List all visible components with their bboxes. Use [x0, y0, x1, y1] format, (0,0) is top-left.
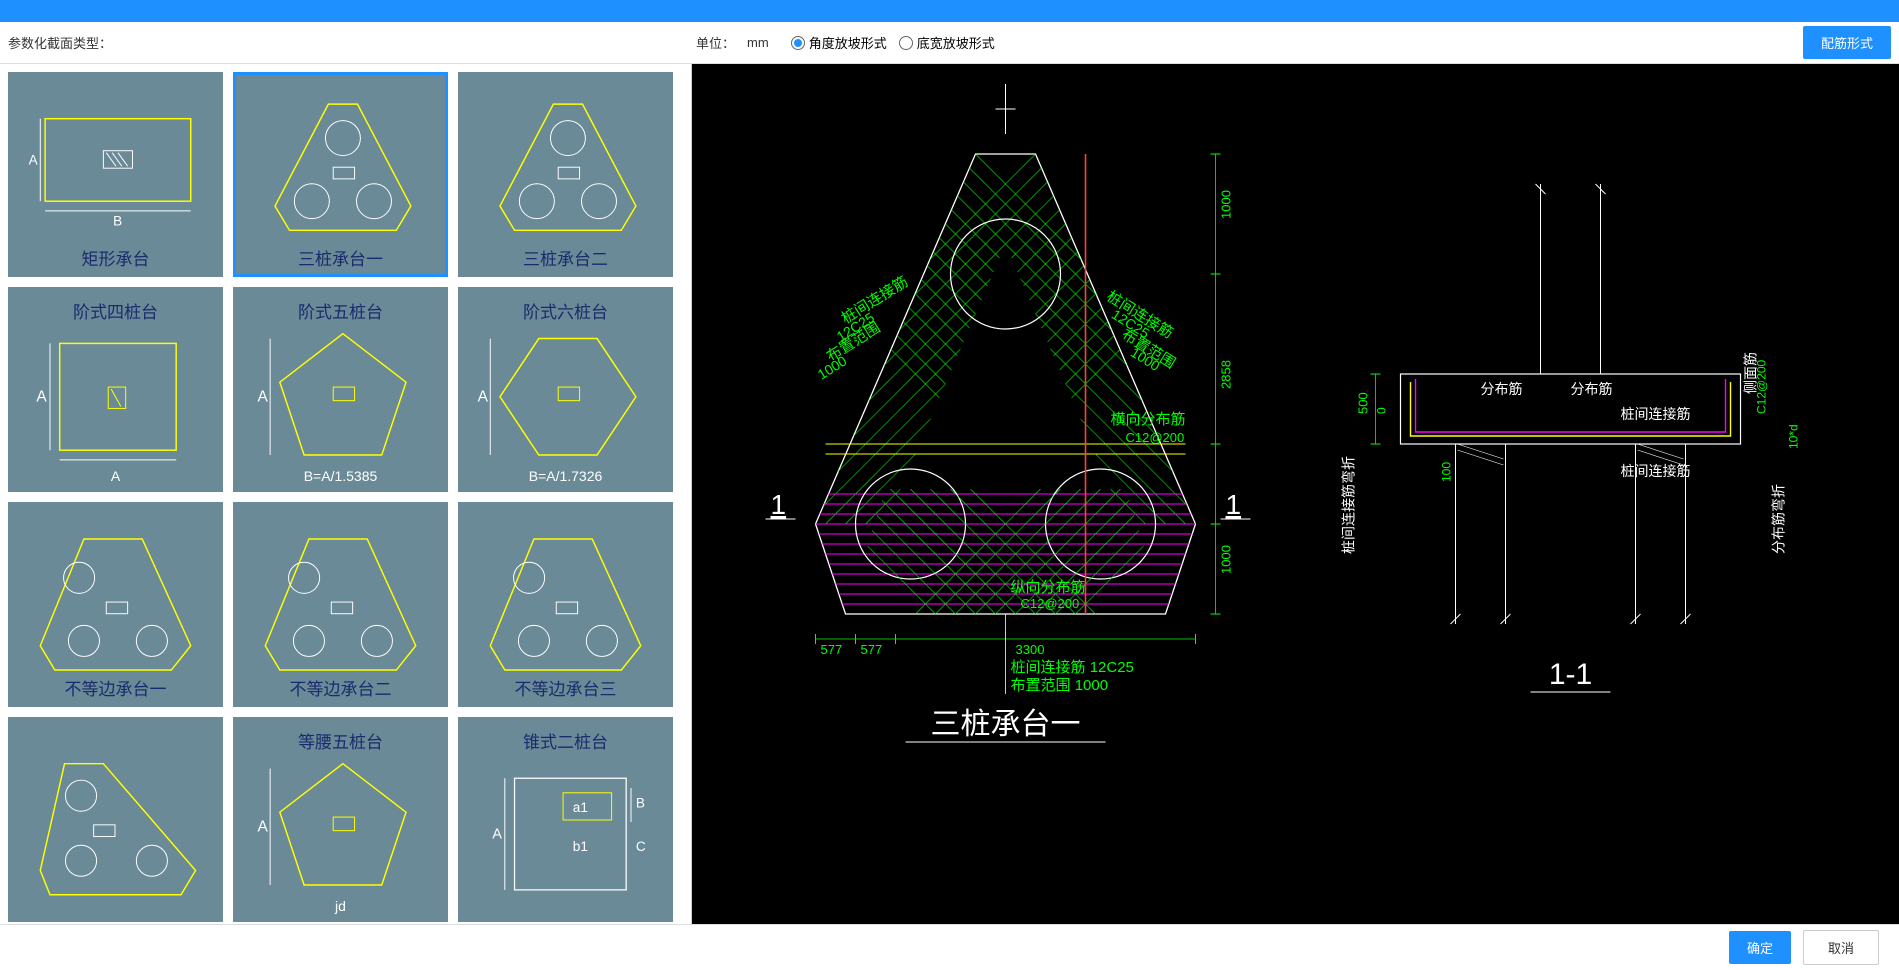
rebar-form-button[interactable]: 配筋形式: [1803, 26, 1891, 59]
svg-text:a1: a1: [573, 800, 588, 815]
section-type-label: 参数化截面类型：: [8, 33, 112, 52]
thumb-title: 三桩承台二: [523, 245, 608, 270]
svg-text:577: 577: [861, 642, 883, 657]
svg-text:桩间连接筋: 桩间连接筋: [1621, 406, 1691, 422]
svg-text:桩间连接筋: 桩间连接筋: [1621, 463, 1691, 479]
thumb-title: 阶式四桩台: [73, 298, 158, 323]
svg-text:A: A: [36, 389, 47, 406]
radio-icon: [899, 36, 913, 50]
thumb-title: 锥式二桩台: [523, 728, 608, 753]
svg-text:b1: b1: [573, 839, 588, 854]
radio-slope-angle-label: 角度放坡形式: [809, 33, 887, 52]
svg-text:三桩承台一: 三桩承台一: [931, 708, 1081, 741]
thumbnail-step-5[interactable]: A 阶式五桩台 B=A/1.5385: [233, 287, 448, 492]
svg-text:A: A: [492, 826, 502, 842]
thumb-sublabel: A: [111, 468, 120, 484]
svg-text:桩间连接筋弯折: 桩间连接筋弯折: [1341, 456, 1357, 554]
thumbnail-iso-4[interactable]: [8, 717, 223, 922]
radio-slope-angle[interactable]: 角度放坡形式: [791, 33, 887, 52]
thumb-title: 三桩承台一: [298, 245, 383, 270]
thumbnail-tri-cap-1[interactable]: 三桩承台一: [233, 72, 448, 277]
svg-text:分布筋弯折: 分布筋弯折: [1771, 484, 1787, 554]
unit-label: 单位：: [696, 33, 735, 52]
svg-text:B: B: [113, 213, 122, 228]
thumbnail-rect-cap[interactable]: A B 矩形承台: [8, 72, 223, 277]
svg-text:1000: 1000: [1219, 545, 1234, 574]
svg-text:A: A: [258, 389, 269, 406]
title-bar: [0, 0, 1899, 22]
cad-diagram: 1 1 桩间连接筋 12C25 布置范围 1000 桩间连接筋 12C25 布置…: [692, 64, 1899, 924]
svg-text:A: A: [29, 152, 39, 167]
thumb-title: 不等边承台三: [515, 675, 617, 700]
thumb-title: 不等边承台一: [65, 675, 167, 700]
svg-text:C12@200: C12@200: [1126, 430, 1185, 445]
unit-value: mm: [747, 35, 769, 50]
thumbnail-step-6[interactable]: A 阶式六桩台 B=A/1.7326: [458, 287, 673, 492]
svg-text:10*d: 10*d: [1787, 424, 1801, 449]
thumb-title: 矩形承台: [82, 245, 150, 270]
footer: 确定 取消: [0, 924, 1899, 970]
svg-text:3300: 3300: [1016, 642, 1045, 657]
svg-text:C12@200: C12@200: [1755, 359, 1769, 414]
svg-text:1-1: 1-1: [1549, 658, 1592, 691]
cancel-button[interactable]: 取消: [1803, 930, 1879, 965]
svg-text:A: A: [478, 389, 489, 406]
thumbnail-step-4[interactable]: A 阶式四桩台 A: [8, 287, 223, 492]
radio-slope-width[interactable]: 底宽放坡形式: [899, 33, 995, 52]
svg-text:分布筋: 分布筋: [1571, 381, 1613, 397]
svg-text:分布筋: 分布筋: [1481, 381, 1523, 397]
thumbnail-uneq-2[interactable]: 不等边承台二: [233, 502, 448, 707]
thumbnail-tri-cap-2[interactable]: 三桩承台二: [458, 72, 673, 277]
svg-text:577: 577: [821, 642, 843, 657]
thumb-sublabel: B=A/1.5385: [304, 468, 378, 484]
svg-text:布置范围 1000: 布置范围 1000: [1011, 677, 1109, 694]
radio-icon: [791, 36, 805, 50]
svg-text:0: 0: [1375, 407, 1389, 414]
svg-text:1000: 1000: [1219, 190, 1234, 219]
thumb-title: 不等边承台二: [290, 675, 392, 700]
svg-text:纵向分布筋: 纵向分布筋: [1011, 579, 1086, 596]
thumb-title: 阶式五桩台: [298, 298, 383, 323]
ok-button[interactable]: 确定: [1729, 931, 1791, 964]
svg-text:1: 1: [771, 489, 787, 520]
svg-text:C: C: [636, 839, 646, 854]
thumb-title: 等腰五桩台: [298, 728, 383, 753]
svg-text:A: A: [258, 819, 269, 836]
thumbnail-uneq-1[interactable]: 不等边承台一: [8, 502, 223, 707]
thumbnail-iso-5[interactable]: A 等腰五桩台 jd: [233, 717, 448, 922]
svg-text:横向分布筋: 横向分布筋: [1111, 411, 1186, 428]
toolbar: 参数化截面类型： 单位： mm 角度放坡形式 底宽放坡形式 配筋形式: [0, 22, 1899, 64]
thumbnail-uneq-3[interactable]: 不等边承台三: [458, 502, 673, 707]
thumbnail-panel: AB矩形承台三桩承台一三桩承台二A阶式四桩台AA阶式五桩台B=A/1.5385A…: [0, 64, 692, 924]
thumb-sublabel: jd: [335, 898, 346, 914]
svg-text:C12@200: C12@200: [1021, 596, 1080, 611]
svg-text:500: 500: [1356, 392, 1371, 414]
radio-slope-width-label: 底宽放坡形式: [917, 33, 995, 52]
svg-text:1: 1: [1226, 489, 1242, 520]
svg-text:B: B: [636, 795, 645, 810]
svg-text:100: 100: [1440, 462, 1454, 482]
svg-text:2858: 2858: [1219, 360, 1234, 389]
thumbnail-cone-2[interactable]: Aa1 b1 B C 锥式二桩台: [458, 717, 673, 922]
svg-text:桩间连接筋 12C25: 桩间连接筋 12C25: [1011, 659, 1134, 676]
thumb-title: 阶式六桩台: [523, 298, 608, 323]
diagram-canvas[interactable]: 1 1 桩间连接筋 12C25 布置范围 1000 桩间连接筋 12C25 布置…: [692, 64, 1899, 924]
thumb-sublabel: B=A/1.7326: [529, 468, 603, 484]
